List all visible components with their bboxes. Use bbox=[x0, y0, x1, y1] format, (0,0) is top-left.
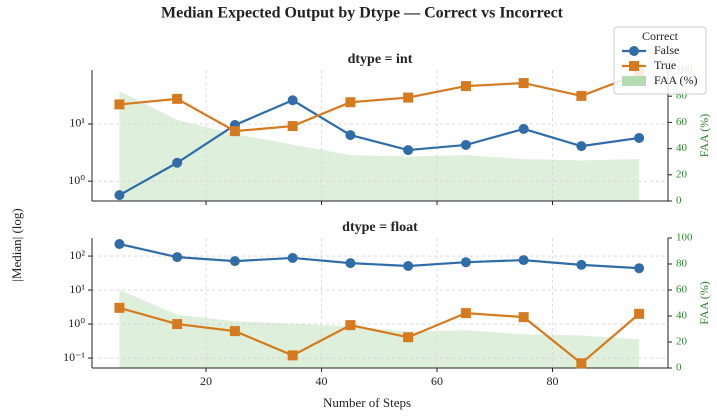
x-tick-label: 20 bbox=[200, 374, 212, 388]
marker bbox=[518, 312, 529, 323]
x-tick-label: 80 bbox=[547, 374, 559, 388]
y2-tick-label: 100 bbox=[676, 232, 693, 244]
marker bbox=[345, 320, 356, 331]
series-line bbox=[118, 99, 640, 197]
marker bbox=[229, 326, 240, 337]
marker bbox=[460, 257, 471, 268]
marker bbox=[172, 93, 183, 104]
marker bbox=[229, 256, 240, 267]
marker bbox=[460, 139, 471, 150]
marker bbox=[114, 99, 125, 110]
marker bbox=[518, 123, 529, 134]
marker bbox=[172, 157, 183, 168]
marker bbox=[403, 145, 414, 156]
marker bbox=[287, 350, 298, 361]
series-line bbox=[119, 242, 640, 270]
y2-tick-label: 40 bbox=[676, 142, 688, 154]
series-line bbox=[119, 72, 640, 133]
marker bbox=[460, 81, 471, 92]
marker bbox=[172, 252, 183, 263]
legend-marker bbox=[629, 61, 639, 71]
marker bbox=[576, 259, 587, 270]
marker bbox=[114, 190, 125, 201]
faa-area bbox=[119, 290, 640, 368]
marker bbox=[634, 132, 645, 143]
legend-title: Correct bbox=[642, 29, 679, 43]
marker bbox=[518, 255, 529, 266]
x-axis-label: Number of Steps bbox=[323, 395, 411, 410]
marker bbox=[576, 141, 587, 152]
series-line bbox=[119, 306, 640, 365]
faa-area bbox=[119, 90, 640, 201]
marker bbox=[345, 97, 356, 108]
y2-tick-label: 20 bbox=[676, 336, 688, 348]
y2-tick-label: 20 bbox=[676, 168, 688, 180]
y2-tick-label: 60 bbox=[676, 116, 688, 128]
marker bbox=[287, 121, 298, 132]
marker bbox=[576, 90, 587, 101]
y2-tick-label: 0 bbox=[676, 195, 682, 207]
y2-axis-label: FAA (%) bbox=[697, 114, 711, 157]
figure-title: Median Expected Output by Dtype — Correc… bbox=[161, 5, 564, 22]
marker bbox=[172, 319, 183, 330]
x-tick-label: 40 bbox=[316, 374, 328, 388]
marker bbox=[518, 78, 529, 89]
marker bbox=[634, 263, 645, 274]
marker bbox=[229, 126, 240, 137]
marker bbox=[345, 130, 356, 141]
legend-label: False bbox=[654, 43, 679, 57]
y2-tick-label: 80 bbox=[676, 258, 688, 270]
y2-tick-label: 60 bbox=[676, 284, 688, 296]
y2-axis-label: FAA (%) bbox=[697, 281, 711, 324]
marker bbox=[114, 239, 125, 250]
y2-tick-label: 0 bbox=[676, 362, 682, 374]
marker bbox=[403, 92, 414, 103]
marker bbox=[634, 308, 645, 319]
subplot-title: dtype = float bbox=[342, 220, 418, 235]
y-tick-label: 10⁰ bbox=[68, 316, 85, 330]
marker bbox=[114, 302, 125, 313]
legend-label: FAA (%) bbox=[654, 73, 697, 87]
y-tick-label: 10⁰ bbox=[68, 173, 85, 187]
x-tick-label: 60 bbox=[431, 374, 443, 388]
y2-tick-label: 40 bbox=[676, 310, 688, 322]
subplot-title: dtype = int bbox=[348, 52, 413, 67]
y2-tick-label: 80 bbox=[676, 90, 688, 102]
marker bbox=[403, 332, 414, 343]
marker bbox=[576, 358, 587, 369]
marker bbox=[403, 261, 414, 272]
y-axis-label: |Median| (log) bbox=[9, 208, 24, 281]
marker bbox=[287, 95, 298, 106]
y-tick-label: 10¹ bbox=[69, 282, 85, 296]
legend-swatch bbox=[622, 76, 646, 86]
marker bbox=[345, 258, 356, 269]
marker bbox=[287, 252, 298, 263]
y-tick-label: 10¹ bbox=[69, 116, 85, 130]
y-tick-label: 10² bbox=[69, 248, 85, 262]
legend-marker bbox=[629, 46, 639, 56]
marker bbox=[460, 308, 471, 319]
legend-label: True bbox=[654, 58, 676, 72]
y-tick-label: 10⁻¹ bbox=[63, 350, 85, 364]
